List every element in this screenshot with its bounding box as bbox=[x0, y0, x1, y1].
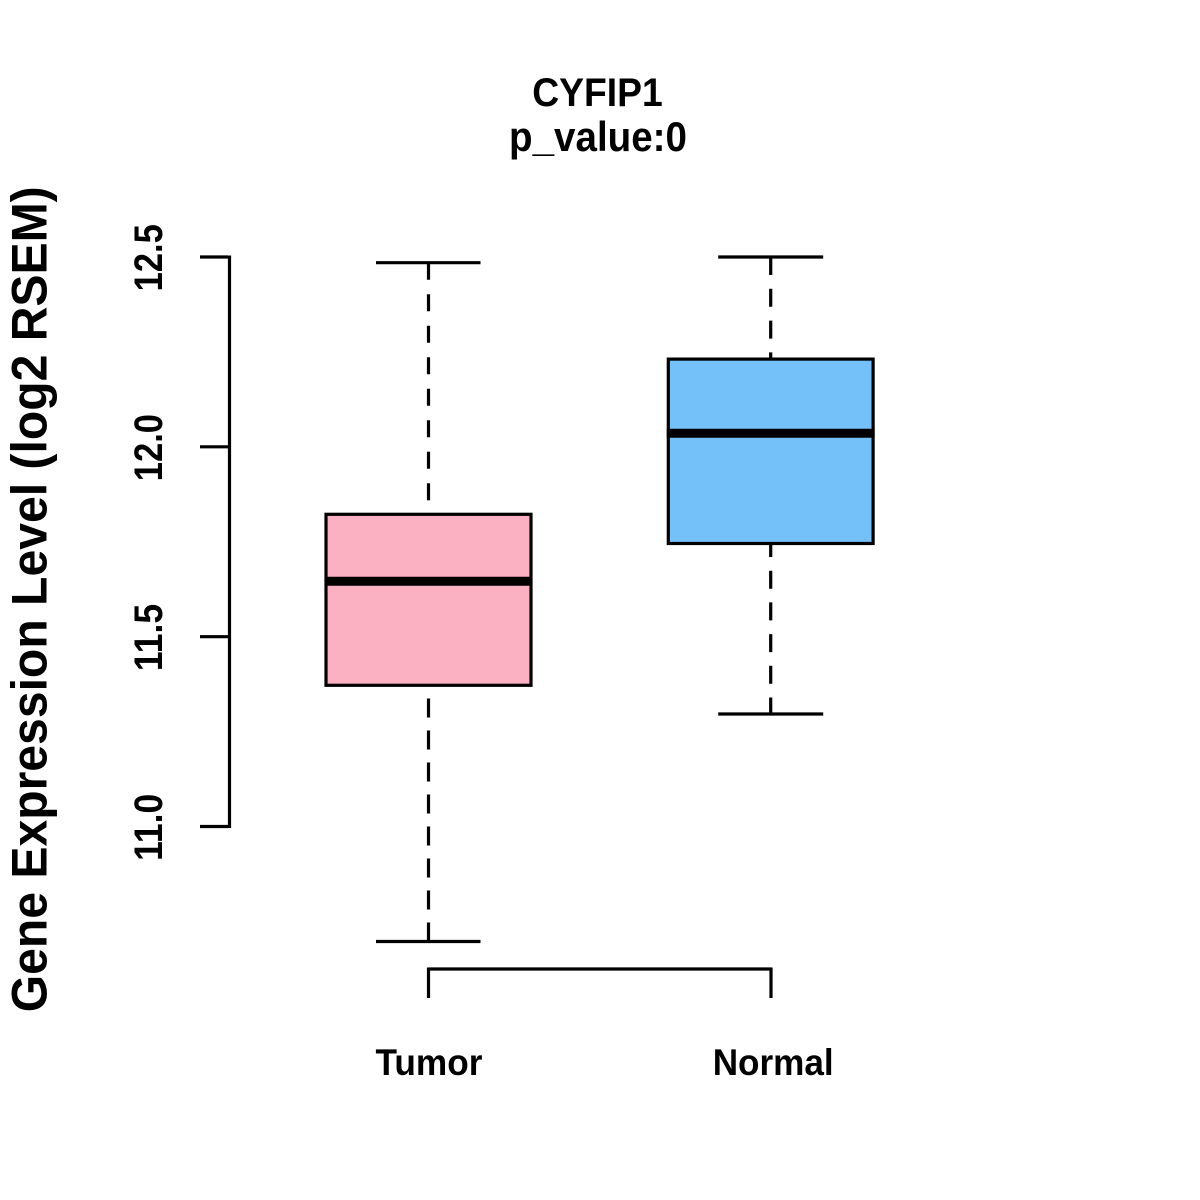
svg-text:11.5: 11.5 bbox=[127, 604, 171, 671]
svg-text:CYFIP1: CYFIP1 bbox=[532, 71, 663, 115]
svg-text:p_value:0: p_value:0 bbox=[509, 113, 687, 160]
svg-text:12.0: 12.0 bbox=[127, 414, 171, 481]
svg-text:Normal: Normal bbox=[713, 1042, 834, 1083]
svg-text:Tumor: Tumor bbox=[376, 1042, 483, 1083]
svg-text:11.0: 11.0 bbox=[127, 794, 171, 861]
svg-text:12.5: 12.5 bbox=[127, 224, 171, 291]
svg-text:Gene Expression Level (log2 RS: Gene Expression Level (log2 RSEM) bbox=[2, 186, 58, 1012]
